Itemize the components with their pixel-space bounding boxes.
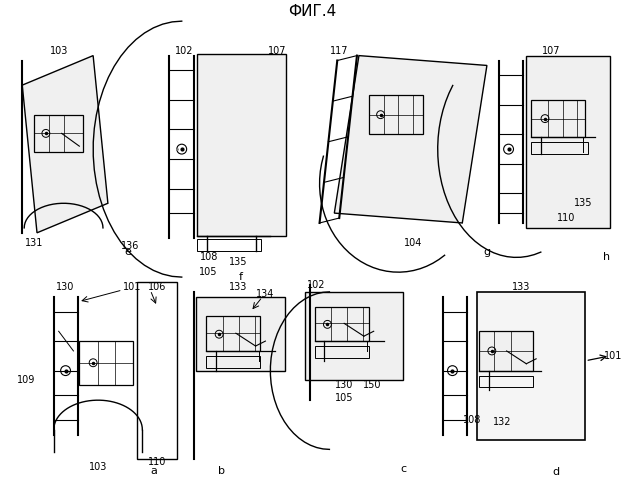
Text: 103: 103 [89,462,107,472]
Text: 135: 135 [574,198,593,208]
Text: 106: 106 [148,282,166,292]
Bar [315,306,369,341]
Bar [369,95,423,134]
Bar [206,356,260,368]
Text: h: h [603,252,611,262]
Text: b: b [218,466,224,476]
Bar [315,346,369,358]
Text: 135: 135 [229,258,247,268]
Text: 117: 117 [330,46,349,56]
Polygon shape [137,282,177,459]
Text: 107: 107 [268,46,287,56]
Bar [531,142,588,154]
Bar [479,376,533,388]
Text: 110: 110 [557,213,575,223]
Text: 133: 133 [512,282,530,292]
Text: e: e [124,248,131,258]
Text: 101: 101 [604,351,622,361]
Text: 109: 109 [17,376,35,386]
Text: 107: 107 [542,46,560,56]
Bar [198,238,261,250]
Text: 104: 104 [404,238,422,248]
Polygon shape [334,56,487,223]
Text: 136: 136 [122,240,140,250]
Text: 102: 102 [307,280,326,290]
Bar [34,114,83,152]
Text: 108: 108 [200,252,218,262]
Bar [305,292,403,380]
Text: 133: 133 [229,282,247,292]
Text: 102: 102 [176,46,194,56]
Text: 131: 131 [25,238,43,248]
Polygon shape [477,292,586,440]
Text: 101: 101 [124,282,142,292]
Text: 108: 108 [463,415,482,425]
Text: 130: 130 [335,380,354,390]
Text: 134: 134 [256,289,275,299]
Text: 132: 132 [493,417,512,427]
Text: d: d [552,467,559,477]
Text: 130: 130 [56,282,75,292]
Bar [531,100,586,138]
Text: c: c [400,464,406,474]
Bar [80,341,134,386]
Text: g: g [483,248,490,258]
Text: 103: 103 [50,46,68,56]
Text: ФИГ.4: ФИГ.4 [288,4,337,19]
Text: 105: 105 [335,393,354,403]
Text: f: f [239,272,243,282]
Polygon shape [22,56,108,233]
Text: 110: 110 [148,457,166,467]
Text: 105: 105 [199,267,218,277]
Bar [526,56,610,228]
Text: a: a [150,466,157,476]
Bar [206,316,260,351]
Bar [479,332,533,370]
Bar [196,297,285,370]
Bar [198,54,286,236]
Text: 150: 150 [362,380,381,390]
